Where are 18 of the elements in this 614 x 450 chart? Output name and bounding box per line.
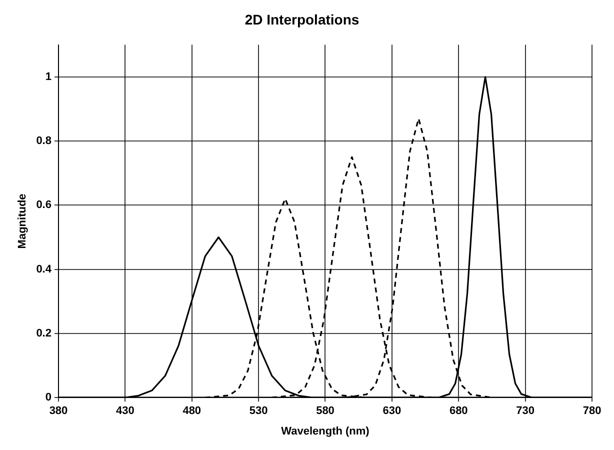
y-tick-label: 0.6 xyxy=(36,199,52,212)
y-axis-title: Magnitude xyxy=(16,194,29,249)
x-tick-label: 630 xyxy=(382,405,402,418)
x-tick-label: 680 xyxy=(449,405,468,418)
y-tick-label: 0.8 xyxy=(36,135,52,148)
chart-title: 2D Interpolations xyxy=(244,11,360,28)
x-tick-label: 530 xyxy=(249,405,268,418)
x-tick-label: 430 xyxy=(116,405,134,418)
x-tick-label: 380 xyxy=(49,405,68,418)
y-tick-label: 0 xyxy=(45,392,52,404)
x-tick-label: 780 xyxy=(582,405,602,418)
x-tick-label: 730 xyxy=(516,405,534,418)
y-tick-label: 1 xyxy=(45,70,52,83)
y-tick-label: 0.4 xyxy=(36,263,52,276)
x-tick-label: 580 xyxy=(316,405,334,418)
y-tick-label: 0.2 xyxy=(36,327,52,340)
x-axis-title: Wavelength (nm) xyxy=(281,425,370,438)
x-tick-label: 480 xyxy=(182,405,202,418)
